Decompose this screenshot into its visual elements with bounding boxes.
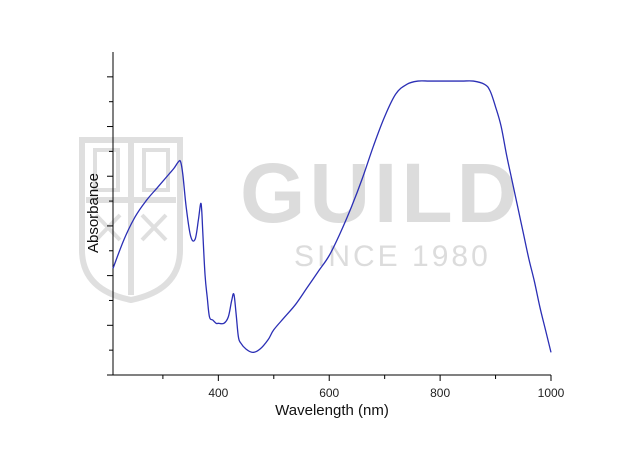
crest-logo (79, 137, 183, 304)
x-axis-label: Wavelength (nm) (275, 402, 389, 419)
x-tick-label: 400 (208, 386, 228, 400)
y-axis-label: Absorbance (85, 173, 102, 253)
axes (112, 52, 551, 376)
absorbance-series-line (112, 80, 552, 354)
x-tick-label: 600 (319, 386, 339, 400)
x-tick-label: 800 (430, 386, 450, 400)
ticks (107, 76, 552, 381)
x-tick-label: 1000 (538, 386, 565, 400)
watermark-title: GUILD (240, 146, 521, 240)
series-group (112, 80, 552, 354)
watermark: GUILD SINCE 1980 (79, 137, 521, 304)
watermark-subtitle: SINCE 1980 (294, 240, 491, 273)
tick-labels: 400 600 800 1000 (208, 386, 564, 400)
